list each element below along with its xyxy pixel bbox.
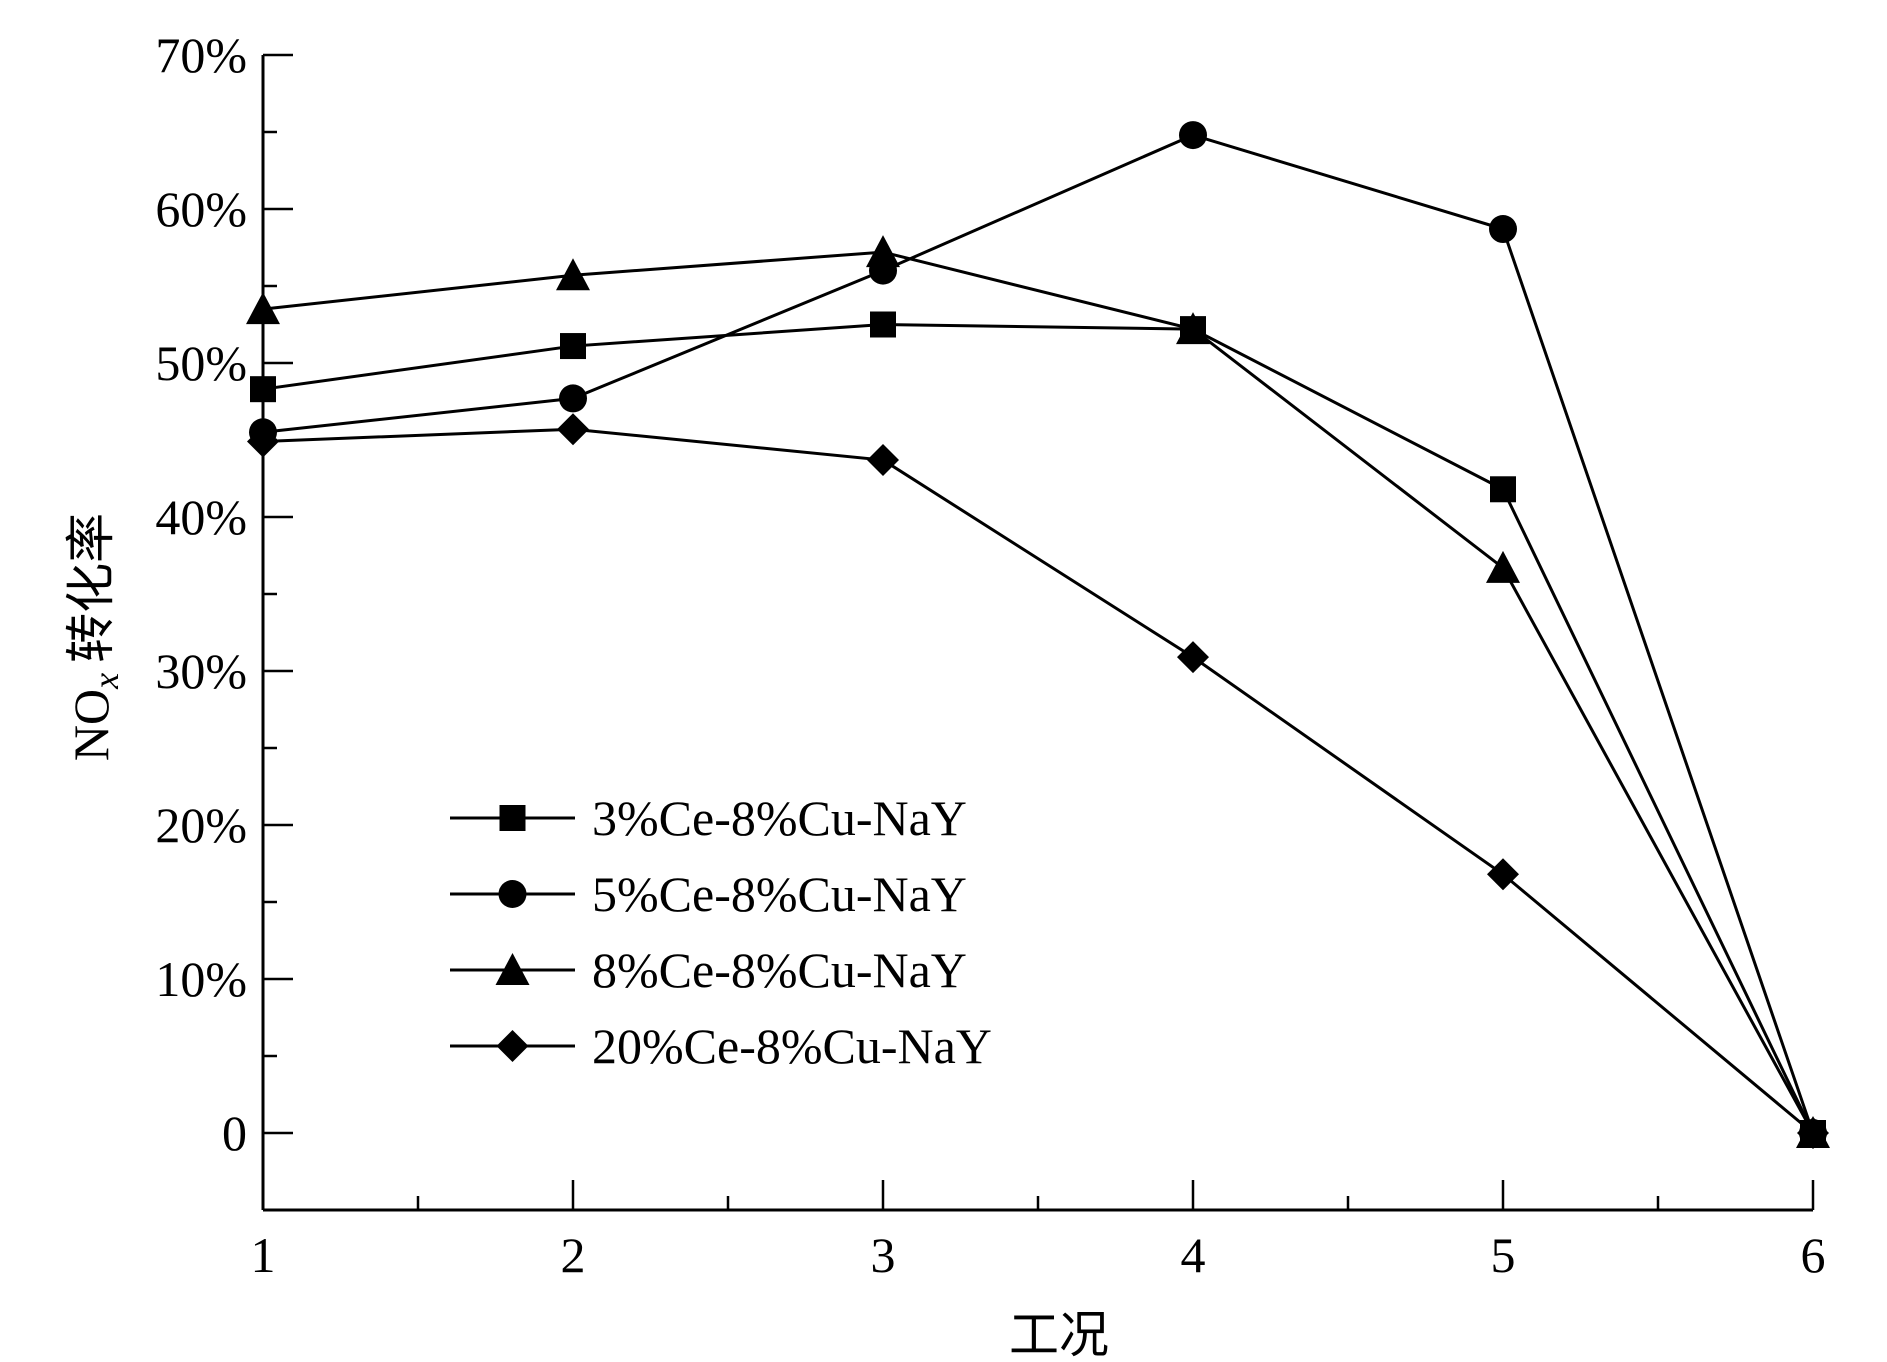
- axes: 0 10% 20% 30% 40% 50% 60% 70% 1 2 3 4 5 6: [155, 27, 1825, 1283]
- y-tick-label: 0: [222, 1105, 247, 1161]
- y-axis-title-suffix: 转化率: [63, 513, 119, 663]
- series-1: [249, 121, 1827, 1147]
- y-tick-label: 10%: [155, 951, 247, 1007]
- legend-label: 20%Ce-8%Cu-NaY: [592, 1018, 992, 1074]
- data-point-triangle: [556, 258, 590, 291]
- legend-item: 5%Ce-8%Cu-NaY: [450, 866, 967, 922]
- data-point-circle: [559, 384, 587, 413]
- y-axis-title-subscript: x: [86, 673, 126, 690]
- y-tick-label: 60%: [155, 181, 247, 237]
- legend-marker-circle: [498, 880, 527, 908]
- data-point-triangle: [1176, 312, 1210, 345]
- data-point-circle: [1489, 215, 1517, 244]
- y-axis-title: NOx 转化率: [63, 513, 126, 761]
- series-layer: [246, 121, 1830, 1149]
- data-point-diamond: [867, 444, 899, 477]
- y-axis-title-species: NO: [63, 689, 119, 761]
- x-tick-label: 3: [871, 1227, 896, 1283]
- x-tick-label: 1: [251, 1227, 276, 1283]
- legend-label: 3%Ce-8%Cu-NaY: [592, 790, 967, 846]
- legend-item: 20%Ce-8%Cu-NaY: [450, 1018, 992, 1074]
- data-point-diamond: [1797, 1117, 1829, 1149]
- data-point-square: [1490, 476, 1516, 503]
- data-point-diamond: [1177, 641, 1209, 674]
- legend-item: 8%Ce-8%Cu-NaY: [450, 942, 967, 998]
- y-tick-label: 70%: [155, 27, 247, 83]
- legend-label: 8%Ce-8%Cu-NaY: [592, 942, 967, 998]
- legend-label: 5%Ce-8%Cu-NaY: [592, 866, 967, 922]
- data-point-circle: [1179, 121, 1207, 150]
- data-point-diamond: [247, 425, 279, 458]
- y-tick-label: 20%: [155, 797, 247, 853]
- series-line: [262, 322, 1815, 1134]
- legend-marker-triangle: [495, 953, 530, 985]
- x-tick-label: 4: [1181, 1227, 1206, 1283]
- data-point-triangle: [1486, 550, 1520, 583]
- series-line: [262, 427, 1814, 1135]
- data-point-diamond: [1487, 858, 1519, 891]
- x-tick-label: 5: [1491, 1227, 1516, 1283]
- legend-marker-square: [499, 805, 526, 831]
- legend-marker-diamond: [496, 1030, 529, 1062]
- series-line: [262, 133, 1815, 1134]
- data-point-square: [250, 376, 276, 403]
- data-point-triangle: [866, 235, 900, 268]
- data-point-triangle: [246, 292, 280, 325]
- y-tick-label: 40%: [155, 489, 247, 545]
- legend-item: 3%Ce-8%Cu-NaY: [450, 790, 967, 846]
- data-point-square: [560, 333, 586, 360]
- series-line: [262, 250, 1815, 1134]
- x-axis-title: 工况: [1009, 1307, 1109, 1362]
- series-3: [247, 413, 1829, 1149]
- x-tick-label: 2: [561, 1227, 586, 1283]
- series-2: [246, 235, 1830, 1148]
- data-point-diamond: [557, 413, 589, 446]
- y-tick-label: 30%: [155, 643, 247, 699]
- data-point-square: [870, 311, 896, 338]
- x-tick-label: 6: [1801, 1227, 1826, 1283]
- y-tick-label: 50%: [155, 335, 247, 391]
- legend: 3%Ce-8%Cu-NaY 5%Ce-8%Cu-NaY 8%Ce-8%Cu-NaY 2…: [450, 790, 992, 1074]
